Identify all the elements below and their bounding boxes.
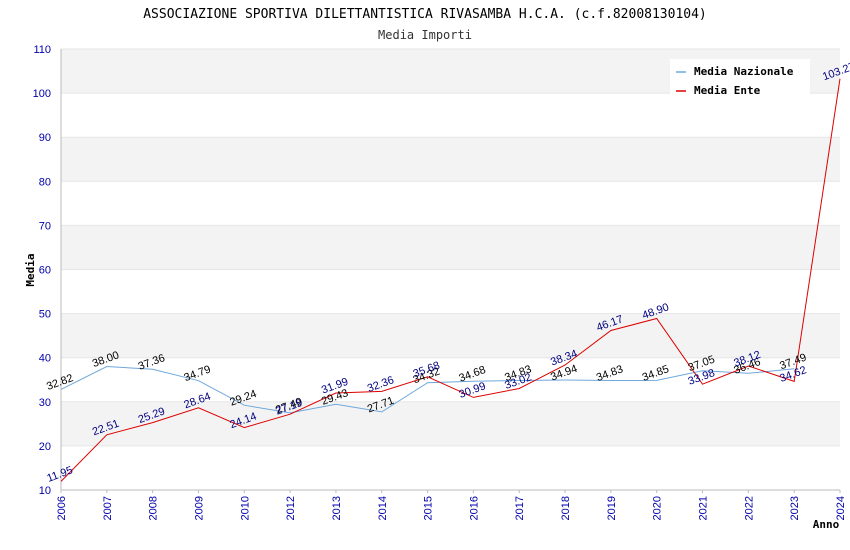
y-axis-ticks: 10 20 30 40 50 60 70 80 90 100 110 — [33, 44, 51, 497]
x-axis-label: Anno — [813, 518, 840, 531]
y-tick-label: 100 — [33, 88, 51, 100]
y-tick-label: 30 — [39, 397, 51, 409]
x-tick-label: 2018 — [560, 496, 572, 520]
y-tick-label: 110 — [33, 44, 51, 56]
grid-band — [61, 269, 840, 314]
y-axis-label: Media — [24, 253, 37, 286]
legend-box — [670, 59, 810, 97]
x-tick-label: 2010 — [239, 496, 251, 520]
grid-band — [61, 181, 840, 226]
x-tick-label: 2017 — [514, 496, 526, 520]
series-lines — [60, 78, 841, 482]
grid-band — [61, 357, 840, 402]
x-tick-label: 2024 — [835, 496, 847, 520]
x-tick-label: 2006 — [56, 496, 68, 520]
y-tick-label: 90 — [39, 132, 51, 144]
y-tick-label: 20 — [39, 441, 51, 453]
x-tick-label: 2014 — [377, 496, 389, 520]
y-tick-label: 60 — [39, 265, 51, 277]
x-tick-label: 2020 — [652, 496, 664, 520]
legend: Media Nazionale Media Ente — [670, 59, 810, 97]
x-tick-label: 2013 — [331, 496, 343, 520]
legend-label-media-ente: Media Ente — [694, 84, 761, 97]
grid-band — [61, 313, 840, 358]
x-axis-ticks: 2006 2007 2008 2009 2010 2012 2013 2014 2015 2016… — [56, 490, 847, 520]
y-tick-label: 40 — [39, 353, 51, 365]
grid-band — [61, 401, 840, 446]
y-tick-label: 10 — [39, 485, 51, 497]
grid-band — [61, 93, 840, 138]
chart-subtitle: Media Importi — [378, 28, 472, 42]
grid-bands — [60, 48, 840, 491]
x-tick-label: 2008 — [148, 496, 160, 520]
x-tick-label: 2007 — [102, 496, 114, 520]
x-tick-label: 2019 — [606, 496, 618, 520]
x-tick-label: 2009 — [193, 496, 205, 520]
series-line-media-ente — [60, 78, 841, 482]
grid-band — [61, 137, 840, 182]
x-tick-label: 2023 — [789, 496, 801, 520]
grid-band — [61, 225, 840, 270]
x-tick-label: 2012 — [285, 496, 297, 520]
x-tick-label: 2022 — [743, 496, 755, 520]
x-tick-label: 2015 — [423, 496, 435, 520]
y-tick-label: 50 — [39, 309, 51, 321]
series-line-media-nazionale — [60, 365, 795, 414]
legend-label-media-nazionale: Media Nazionale — [694, 65, 794, 78]
x-tick-label: 2016 — [468, 496, 480, 520]
x-tick-label: 2021 — [698, 496, 710, 520]
grid-band — [61, 445, 840, 490]
y-tick-label: 70 — [39, 220, 51, 232]
y-tick-label: 80 — [39, 176, 51, 188]
chart-title: ASSOCIAZIONE SPORTIVA DILETTANTISTICA RI… — [143, 7, 707, 22]
